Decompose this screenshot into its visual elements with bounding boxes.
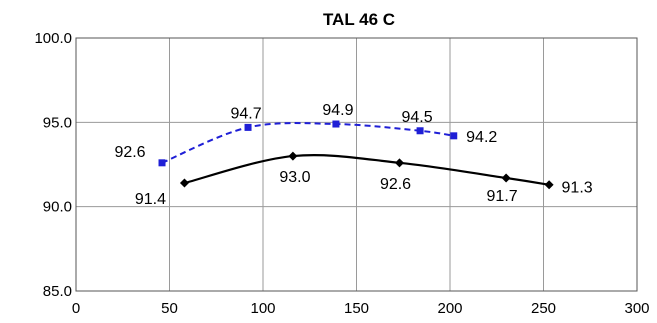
y-tick-label: 90.0 (43, 199, 72, 216)
x-tick-label: 50 (161, 300, 178, 317)
y-axis: 85.0 90.0 95.0 100.0 (34, 30, 72, 300)
data-label: 91.4 (135, 191, 166, 208)
data-label: 94.7 (230, 105, 261, 122)
chart-title: TAL 46 C (323, 10, 395, 29)
y-tick-label: 100.0 (34, 30, 72, 47)
y-tick-label: 95.0 (43, 114, 72, 131)
series-1-point (244, 123, 252, 131)
data-label: 92.6 (380, 176, 411, 193)
data-label: 91.7 (487, 188, 518, 205)
series-1-point (158, 159, 166, 167)
data-label: 94.2 (466, 129, 497, 146)
series-1-point (332, 120, 340, 128)
series-2-point (288, 151, 298, 161)
x-tick-label: 0 (72, 300, 80, 317)
data-label: 93.0 (279, 169, 310, 186)
series-1-point (416, 127, 424, 135)
series-2-point (544, 180, 554, 190)
series-2-line (184, 154, 550, 186)
data-label: 91.3 (562, 180, 593, 197)
data-labels: 92.6 94.7 94.9 94.5 94.2 91.4 93.0 92.6 91.7 91.3 (114, 102, 592, 208)
series-1-point (450, 132, 458, 140)
y-tick-label: 85.0 (43, 283, 72, 300)
data-label: 94.5 (402, 109, 433, 126)
series-2-point (395, 158, 405, 168)
x-tick-label: 250 (531, 300, 556, 317)
x-tick-label: 200 (437, 300, 462, 317)
x-tick-label: 150 (344, 300, 369, 317)
x-tick-label: 100 (250, 300, 275, 317)
series-2-point (179, 178, 189, 188)
series-layer (158, 120, 554, 190)
data-label: 92.6 (114, 144, 145, 161)
series-1-line (161, 122, 454, 164)
series-2-point (501, 173, 511, 183)
x-axis: 0 50 100 150 200 250 300 (72, 300, 650, 317)
data-label: 94.9 (322, 102, 353, 119)
plot-area (75, 37, 638, 292)
x-tick-label: 300 (624, 300, 649, 317)
